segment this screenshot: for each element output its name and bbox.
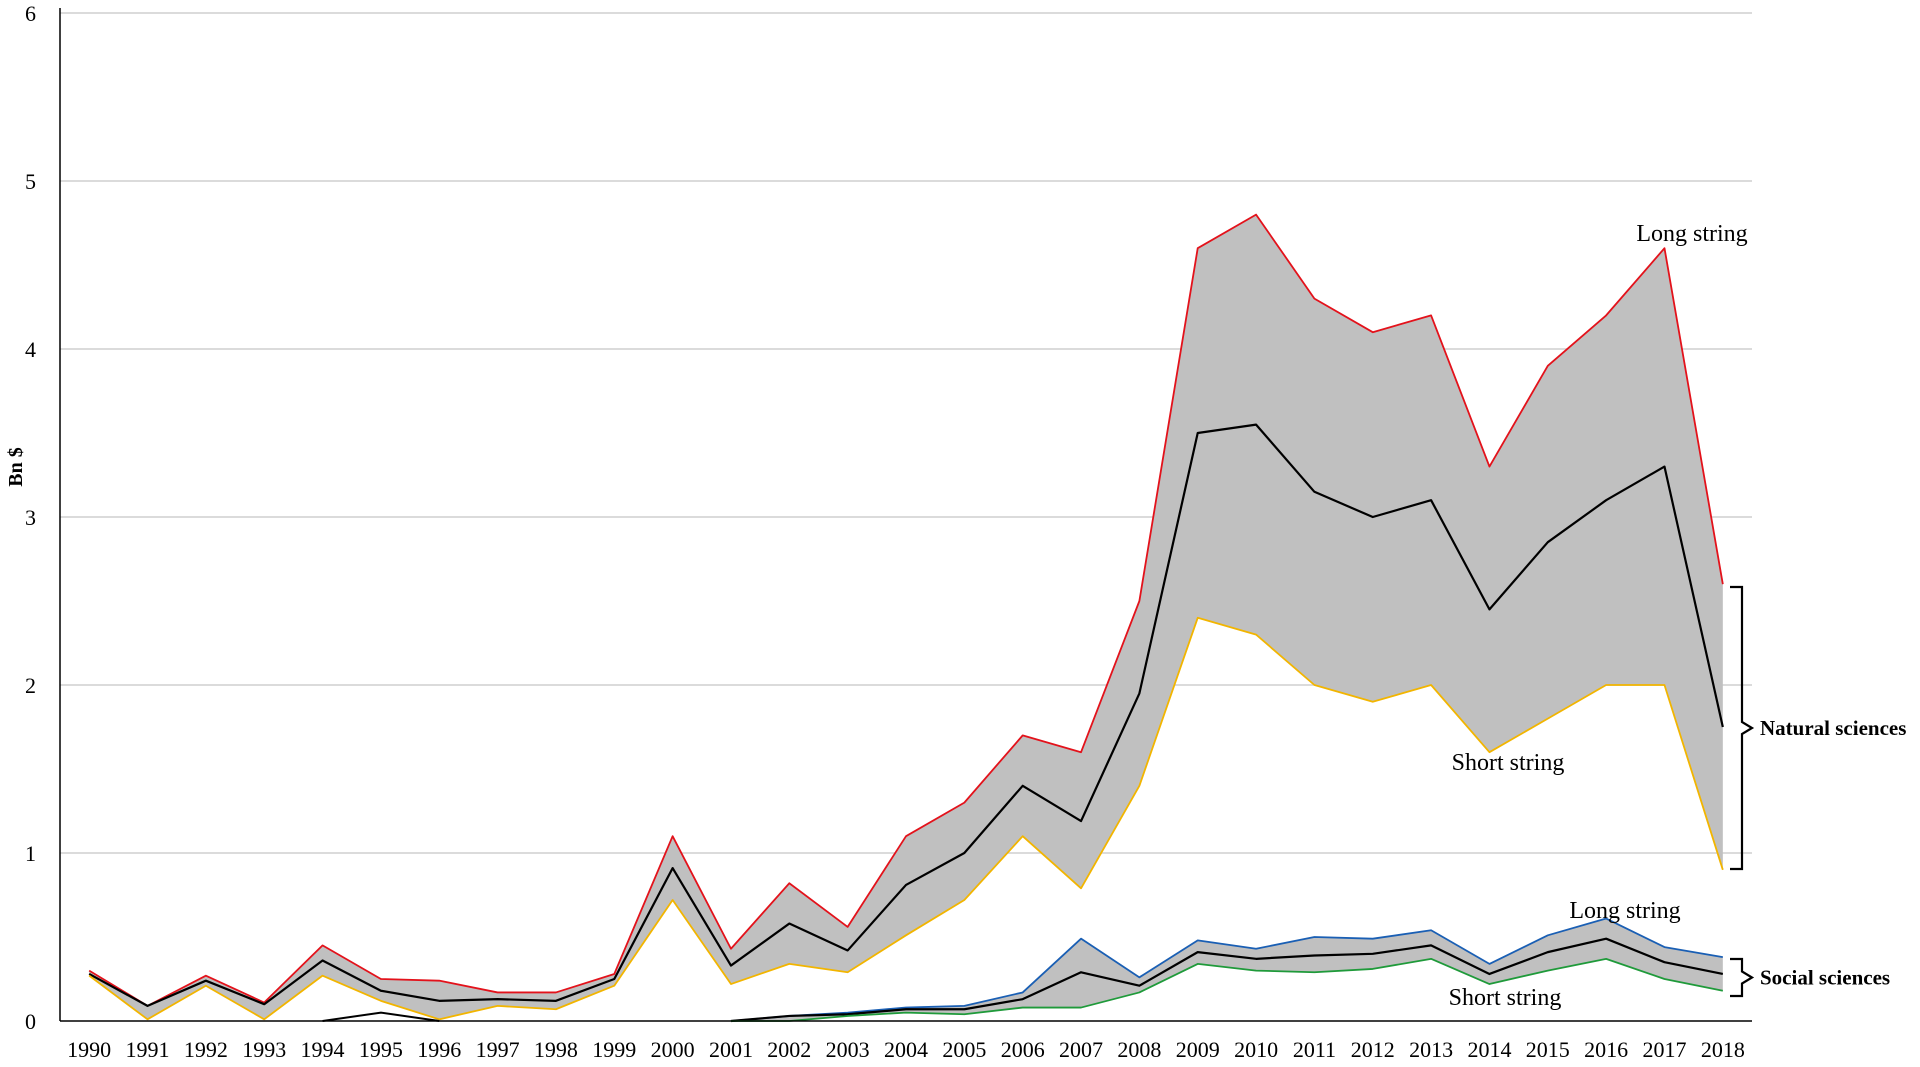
- x-tick-label: 2017: [1642, 1037, 1686, 1062]
- x-tick-label: 2008: [1117, 1037, 1161, 1062]
- x-tick-label: 2004: [884, 1037, 928, 1062]
- y-axis-label: Bn $: [5, 447, 27, 486]
- x-tick-label: 1991: [126, 1037, 170, 1062]
- x-tick-label: 1994: [301, 1037, 345, 1062]
- band-areas: [89, 214, 1723, 1021]
- y-tick-label: 6: [25, 1, 36, 26]
- annotation-social-short: Short string: [1449, 985, 1562, 1011]
- series-line-long: [730, 917, 1723, 1022]
- x-tick-label: 2012: [1351, 1037, 1395, 1062]
- y-tick-label: 3: [25, 505, 36, 530]
- x-tick-labels: 1990 1991 1992 1993 1994 1995 1996 1997 1998 1999…: [67, 1037, 1745, 1062]
- x-tick-label: 2011: [1293, 1037, 1336, 1062]
- x-tick-label: 2001: [709, 1037, 753, 1062]
- band-area: [89, 214, 1723, 1020]
- axes: [59, 8, 1752, 1022]
- x-tick-label: 1996: [417, 1037, 461, 1062]
- x-tick-label: 2000: [651, 1037, 695, 1062]
- series-line-short: [88, 616, 1724, 1021]
- x-tick-label: 2005: [942, 1037, 986, 1062]
- x-tick-label: 1997: [476, 1037, 520, 1062]
- x-tick-label: 2014: [1467, 1037, 1511, 1062]
- y-tick-label: 1: [25, 841, 36, 866]
- group-brackets: Natural sciences Social sciences: [1730, 585, 1906, 998]
- x-tick-label: 2003: [826, 1037, 870, 1062]
- x-tick-label: 2016: [1584, 1037, 1628, 1062]
- y-tick-label: 5: [25, 169, 36, 194]
- band-area: [730, 918, 1723, 1021]
- x-tick-label: 2006: [1001, 1037, 1045, 1062]
- series-line-mid: [88, 423, 1724, 1007]
- y-tick-labels: 0 1 2 3 4 5 6: [25, 1, 36, 1034]
- series-line-early-social: [322, 1011, 440, 1022]
- natural-sciences-bracket: [1730, 585, 1755, 871]
- series-lines: [88, 213, 1724, 1023]
- x-tick-label: 1990: [67, 1037, 111, 1062]
- gridlines: [60, 12, 1752, 854]
- social-sciences-bracket: [1730, 957, 1755, 998]
- natural-sciences-label: Natural sciences: [1760, 716, 1906, 740]
- series-line-mid: [730, 937, 1724, 1023]
- social-sciences-label: Social sciences: [1760, 966, 1890, 990]
- x-tick-label: 2010: [1234, 1037, 1278, 1062]
- x-tick-label: 1993: [242, 1037, 286, 1062]
- y-tick-label: 4: [25, 337, 36, 362]
- series-line-short: [730, 957, 1724, 1022]
- x-tick-label: 1999: [592, 1037, 636, 1062]
- x-tick-label: 2015: [1526, 1037, 1570, 1062]
- x-tick-label: 2002: [767, 1037, 811, 1062]
- x-tick-label: 1995: [359, 1037, 403, 1062]
- x-tick-label: 2018: [1701, 1037, 1745, 1062]
- y-tick-label: 0: [25, 1009, 36, 1034]
- annotation-natural-short: Short string: [1452, 750, 1565, 776]
- y-tick-label: 2: [25, 673, 36, 698]
- annotation-social-long: Long string: [1569, 898, 1680, 924]
- x-tick-label: 1998: [534, 1037, 578, 1062]
- x-tick-label: 2007: [1059, 1037, 1103, 1062]
- annotation-natural-long: Long string: [1636, 221, 1747, 247]
- x-tick-label: 1992: [184, 1037, 228, 1062]
- annotations: Long string Short string Long string Short …: [1449, 221, 1748, 1011]
- x-tick-label: 2009: [1176, 1037, 1220, 1062]
- x-tick-label: 2013: [1409, 1037, 1453, 1062]
- series-line-long: [88, 213, 1724, 1007]
